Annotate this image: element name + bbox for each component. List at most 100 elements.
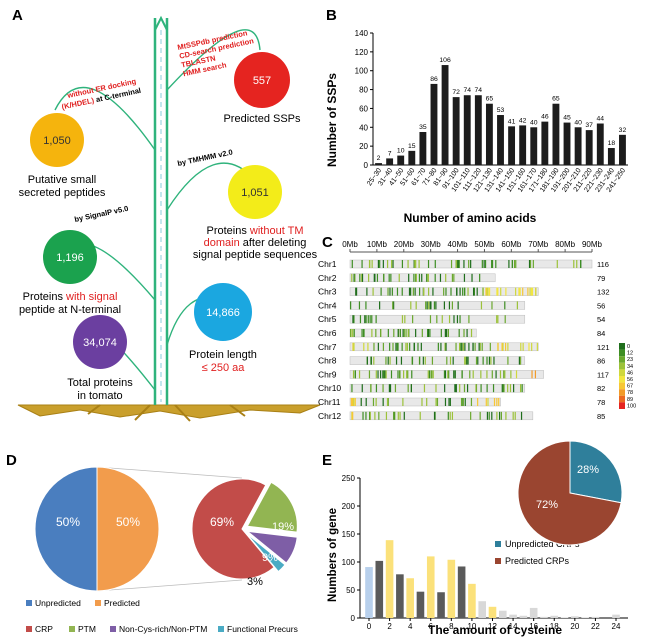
b-bar [441, 65, 449, 165]
e-xtick-label: 8 [449, 622, 454, 631]
b-bar [419, 132, 427, 165]
c-gene-mark [375, 315, 377, 324]
c-gene-mark [367, 315, 369, 324]
c-gene-mark [448, 301, 451, 310]
b-ylabel: Number of SSPs [325, 73, 339, 167]
b-data-label: 106 [439, 57, 451, 64]
c-gene-mark [535, 287, 537, 296]
c-gene-mark [427, 260, 430, 268]
c-gene-mark [443, 370, 446, 379]
stage-label: Predicted SSPs [223, 113, 301, 125]
c-gene-mark [486, 356, 488, 365]
e-xtick-label: 18 [550, 622, 559, 631]
c-gene-mark [522, 287, 524, 296]
c-gene-mark [412, 315, 414, 324]
c-gene-mark [502, 384, 504, 393]
c-gene-mark [384, 370, 386, 379]
c-gene-mark [491, 260, 494, 268]
c-gene-mark [352, 370, 355, 379]
c-chr-label: Chr6 [318, 328, 337, 338]
c-gene-mark [415, 273, 417, 282]
c-legend-label: 46 [627, 370, 633, 376]
e-ytick-label: 100 [342, 558, 356, 567]
e-bar [447, 559, 456, 618]
e-xtick-label: 6 [429, 622, 434, 631]
circle-putative-ssp [30, 113, 84, 167]
c-chromosome-bar [349, 411, 534, 421]
c-gene-mark [380, 329, 382, 337]
e-bar [509, 614, 517, 618]
e-xtick-label: 0 [367, 622, 372, 631]
c-gene-mark [462, 287, 464, 296]
c-gene-mark [413, 260, 415, 268]
c-gene-mark [408, 287, 411, 296]
d-pie2-slice [246, 481, 298, 533]
c-gene-mark [366, 287, 368, 296]
circle-without-tm [228, 165, 282, 219]
c-gene-mark [485, 398, 487, 406]
c-gene-mark [403, 370, 405, 379]
panel-c-chromosome-map: 0Mb 10Mb 20Mb 30Mb 40Mb 50Mb 60Mb 70Mb 80Mb 90Mb C… [318, 240, 636, 421]
c-gene-mark [531, 342, 533, 351]
c-gene-mark [448, 370, 450, 379]
c-axis-label: 80Mb [555, 240, 576, 249]
c-gene-mark [358, 370, 361, 379]
stage-value: 34,074 [83, 337, 117, 349]
c-gene-mark [388, 273, 390, 282]
b-bar [574, 127, 582, 165]
c-gene-mark [457, 301, 459, 310]
c-gene-mark [400, 356, 403, 365]
c-gene-mark [435, 301, 437, 310]
c-gene-mark [445, 329, 448, 337]
c-gene-mark [501, 342, 503, 351]
c-chr-label: Chr3 [318, 287, 337, 297]
c-gene-mark [411, 370, 413, 379]
e-bar [519, 615, 528, 618]
c-gene-mark [463, 260, 465, 268]
c-gene-mark [536, 342, 538, 351]
c-chromosome-bar [349, 397, 501, 407]
c-gene-mark [420, 342, 422, 351]
c-gene-mark [353, 342, 355, 351]
e-xlabel: The amount of cysteine [428, 623, 562, 637]
c-gene-mark [392, 260, 394, 268]
c-gene-mark [393, 329, 395, 337]
c-gene-mark [398, 273, 400, 282]
d-connector-line [96, 466, 243, 479]
c-legend-label: 0 [627, 344, 630, 350]
b-bar [463, 95, 471, 165]
c-gene-mark [436, 315, 438, 324]
c-gene-mark [410, 301, 412, 310]
c-gene-mark [407, 384, 409, 393]
c-count-label: 56 [597, 301, 605, 310]
c-gene-mark [466, 384, 469, 393]
c-gene-mark [433, 301, 436, 310]
c-gene-mark [462, 398, 464, 406]
c-chromosome-bar [349, 301, 526, 310]
c-gene-mark [475, 356, 478, 365]
legend-label: Unpredicted [35, 598, 81, 608]
c-gene-mark [516, 301, 518, 310]
c-gene-mark [379, 301, 381, 310]
c-gene-mark [479, 273, 481, 282]
c-gene-mark [350, 329, 352, 337]
b-ytick-label: 40 [359, 123, 368, 132]
b-ytick-label: 140 [355, 29, 369, 38]
c-gene-mark [424, 356, 426, 365]
c-gene-mark [394, 411, 396, 420]
c-gene-mark [406, 370, 408, 379]
c-gene-mark [432, 370, 434, 379]
c-chr-label: Chr4 [318, 300, 337, 310]
b-bar [474, 95, 482, 165]
c-gene-mark [515, 287, 517, 296]
c-gene-mark [503, 370, 505, 379]
e-inset-slice [517, 440, 622, 546]
stage-value: 557 [253, 75, 271, 87]
c-gene-mark [419, 356, 421, 365]
e-xtick-label: 22 [591, 622, 600, 631]
c-gene-mark [399, 329, 401, 337]
b-data-label: 65 [486, 96, 494, 103]
c-gene-mark [448, 398, 450, 406]
c-gene-mark [352, 315, 354, 324]
c-gene-mark [460, 342, 462, 351]
